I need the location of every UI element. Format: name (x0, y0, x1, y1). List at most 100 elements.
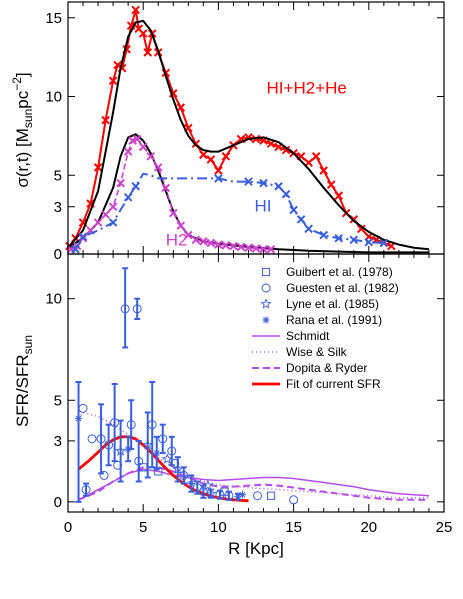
y-tick-label: 0 (54, 246, 62, 263)
sfr-data-point (78, 403, 88, 413)
legend-symbol (261, 267, 271, 277)
sfr-data-point (139, 463, 148, 472)
hi-point (281, 189, 291, 199)
bottom-ylabel-main: SFR/SFR (13, 354, 32, 427)
total-gas-point (319, 166, 328, 175)
hi-point (379, 238, 389, 248)
sfr-data-point (167, 446, 177, 456)
top-ylabel-sub: sun (21, 109, 35, 128)
h2-point (153, 163, 163, 172)
top-panel-series (65, 5, 430, 254)
hi-point (71, 244, 80, 254)
h2-point (146, 152, 156, 161)
legend-symbol (261, 283, 271, 293)
sfr-data-point (205, 487, 217, 499)
hi-point (244, 177, 253, 186)
legend-label: Wise & Silk (286, 345, 348, 359)
hi-point (296, 215, 306, 224)
h2-point (78, 233, 88, 243)
legend-label: Dopita & Ryder (286, 361, 367, 375)
series-annotation: HI+H2+He (267, 78, 347, 97)
sfr-data-point (132, 304, 142, 314)
total-gas-point (108, 76, 118, 86)
y-tick-label: 10 (45, 89, 62, 106)
h2-point (259, 244, 268, 254)
total-gas-point (206, 155, 216, 164)
top-panel: HI+H2+He HI H2 0 3 5 10 15 σ(r,t) [Msunpc−2] (10, 1, 445, 263)
top-ylabel-sup: −2 (10, 77, 24, 91)
model-total-curve (67, 19, 430, 251)
h2-point (251, 244, 261, 253)
legend-label: Guibert et al. (1978) (286, 265, 393, 279)
sfr-data-point (110, 418, 120, 428)
h2-point (101, 210, 110, 219)
y-tick-label: 5 (54, 167, 62, 184)
sfr-data-point (87, 434, 97, 444)
h2-point (199, 237, 208, 246)
sfr-data-point (113, 460, 123, 470)
y-tick-label: 15 (45, 10, 62, 27)
series-annotation: HI (254, 196, 271, 215)
h2-point (176, 221, 186, 230)
h2-point (244, 243, 253, 253)
bottom-plot-frame (67, 253, 445, 513)
h2-point (116, 178, 125, 188)
top-ylabel-main: σ(r,t) [M (13, 128, 32, 188)
h2-point (132, 134, 142, 144)
y-tick-label: 5 (54, 392, 62, 409)
sfr-data-point (215, 490, 225, 500)
h2-point (138, 142, 148, 152)
y-tick-label: 10 (45, 291, 62, 308)
legend-label: Lyne et al. (1985) (286, 297, 379, 311)
h2-point (93, 218, 103, 227)
sfr-data-point (202, 479, 214, 491)
series-annotation: H2 (166, 230, 188, 249)
sfr-data-point (124, 445, 132, 453)
h2-point (184, 230, 193, 240)
total-gas-point (138, 29, 148, 38)
legend-label: Guesten et al. (1982) (286, 281, 399, 295)
h2-point (123, 147, 133, 156)
h2-point (108, 202, 118, 212)
legend-label: Fit of current SFR (286, 377, 381, 391)
sfr-data-point (253, 491, 263, 501)
bottom-panel-points (74, 267, 299, 505)
total-gas-point (176, 103, 186, 112)
total-gas-point (356, 224, 366, 234)
total-gas-point (93, 163, 103, 172)
x-tick-label: 5 (139, 519, 147, 536)
hi-point (349, 235, 359, 245)
h2-point (168, 208, 178, 218)
sfr-data-point (147, 420, 157, 430)
hi-point (274, 181, 283, 191)
sfr-data-point (234, 493, 242, 501)
bottom-panel-ticks: 0 3 5 10 0 5 10 15 20 25 (45, 254, 452, 536)
total-gas-point (143, 48, 153, 57)
h2-point (206, 238, 216, 248)
sfr-data-point (96, 434, 106, 444)
sfr-data-point (161, 453, 173, 464)
h2-point (161, 183, 171, 193)
sfr-data-point (120, 304, 130, 314)
legend: Guibert et al. (1978) Guesten et al. (198… (252, 265, 399, 391)
hi-point (319, 230, 328, 240)
hi-point (364, 237, 374, 247)
hi-point (214, 174, 223, 183)
total-gas-point (101, 115, 110, 125)
sfr-data-point (238, 491, 247, 499)
top-ylabel: σ(r,t) [Msunpc−2] (10, 72, 35, 187)
hi-point (334, 233, 344, 243)
total-gas-point (334, 191, 344, 201)
sfr-data-point (192, 483, 202, 493)
sfr-data-point (74, 414, 83, 423)
total-gas-point (214, 166, 223, 175)
x-tick-label: 20 (360, 519, 377, 536)
x-tick-label: 0 (64, 519, 72, 536)
h2-point (191, 235, 201, 245)
hi-point (304, 224, 313, 234)
total-gas-point (199, 150, 208, 160)
hi-point (131, 181, 140, 191)
sfr-data-point (142, 439, 154, 450)
total-gas-point (281, 145, 291, 155)
x-tick-label: 10 (210, 519, 227, 536)
